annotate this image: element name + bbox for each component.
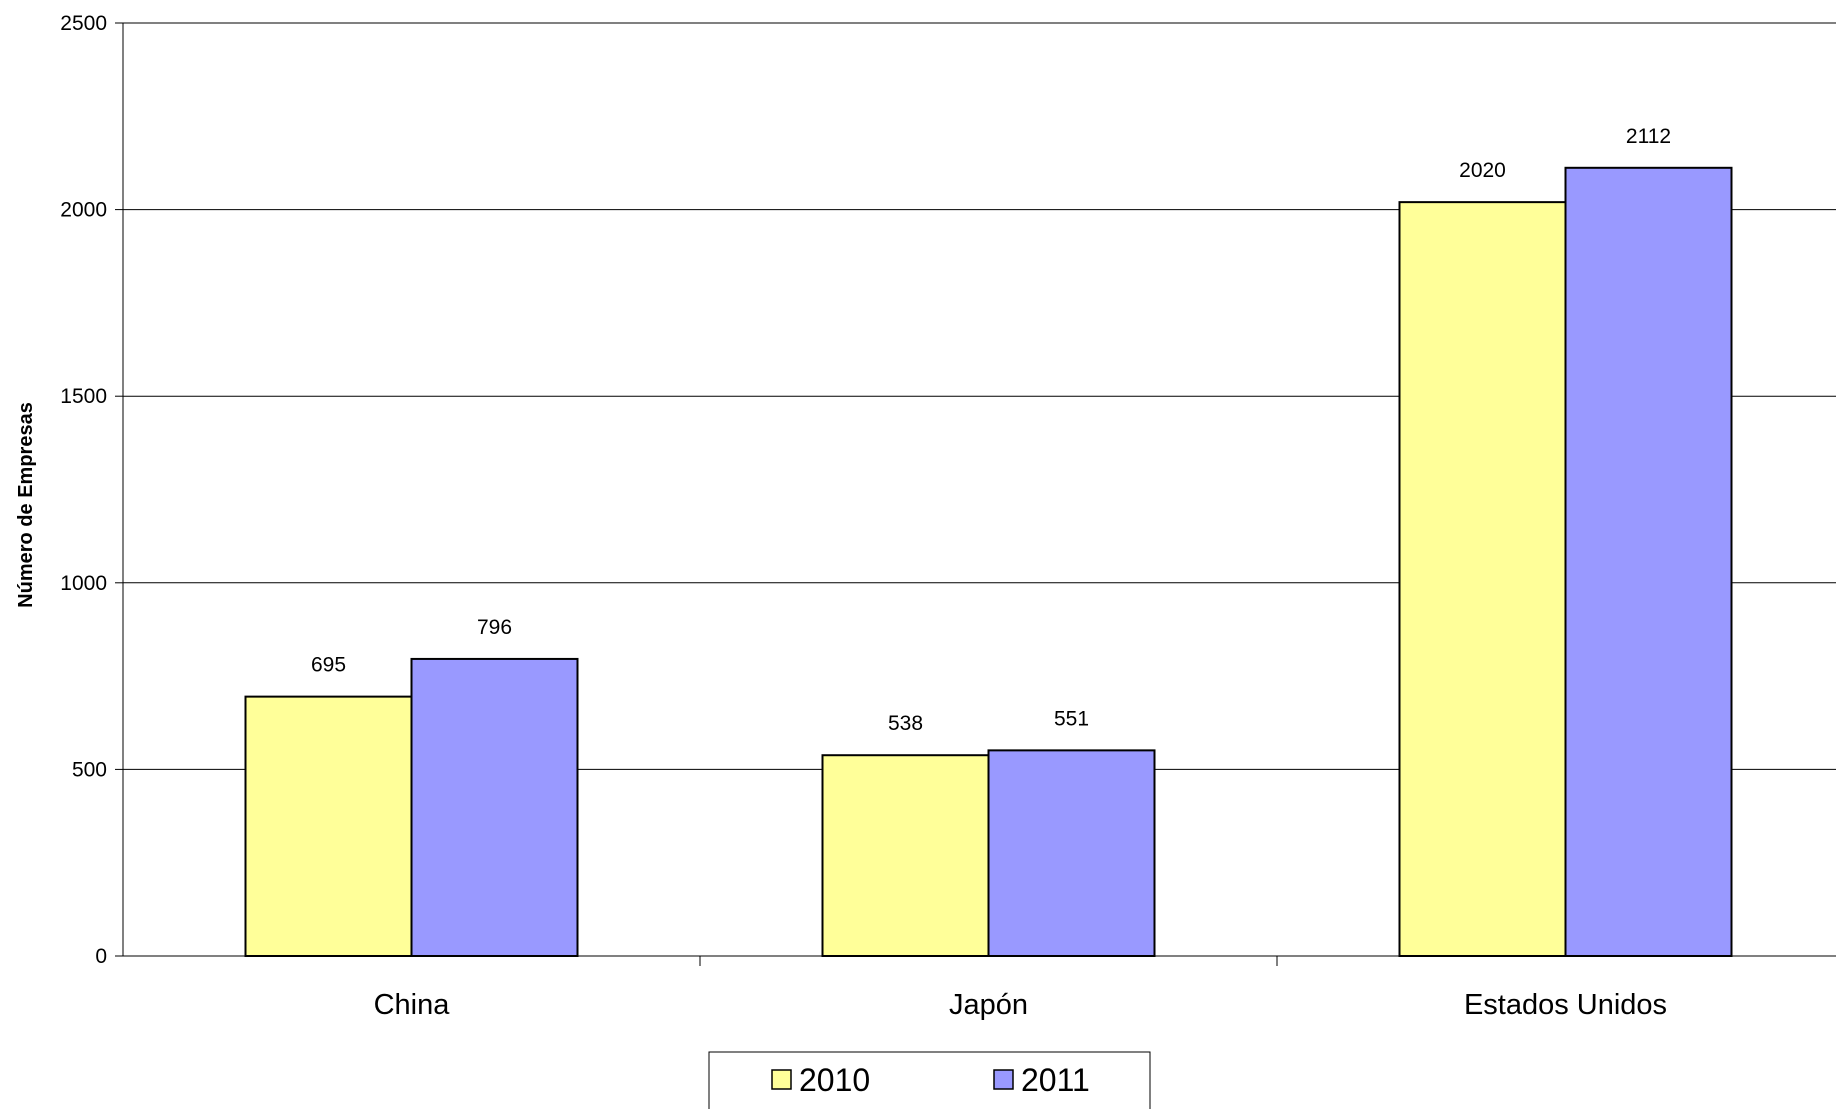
x-tick-label: Japón [949, 989, 1028, 1021]
y-tick-label: 2000 [60, 199, 107, 222]
data-label: 2112 [1626, 125, 1671, 148]
data-label: 695 [311, 654, 346, 677]
bar-2010-estados-unidos [1398, 201, 1567, 958]
y-tick-label: 0 [95, 945, 107, 968]
y-tick-label: 1500 [60, 385, 107, 408]
legend-swatch [993, 1069, 1014, 1090]
legend-label: 2011 [1021, 1062, 1090, 1098]
data-label: 551 [1054, 707, 1089, 730]
y-tick-label: 2500 [60, 12, 107, 35]
data-label: 538 [888, 712, 923, 735]
x-tick-label: Estados Unidos [1464, 989, 1667, 1021]
bar-2011-japón [987, 749, 1156, 958]
bar-2010-japón [821, 754, 990, 957]
bar-2011-estados-unidos [1564, 166, 1733, 958]
axes [115, 22, 1836, 966]
legend-label: 2010 [799, 1062, 870, 1098]
legend-swatch [771, 1069, 792, 1090]
y-tick-label: 1000 [60, 572, 107, 595]
bars [244, 166, 1733, 958]
bar-2010-china [244, 695, 413, 957]
x-tick-label: China [374, 989, 451, 1021]
data-label: 796 [477, 616, 512, 639]
y-axis-title: Número de Empresas [15, 402, 37, 608]
labels: 0 500 1000 1500 2000 2500 695 796 China 538 551 Jap… [60, 12, 1671, 1021]
y-tick-label: 500 [72, 758, 107, 781]
legend: 2010 2011 [708, 1051, 1151, 1114]
data-label: 2020 [1459, 159, 1506, 182]
bar-2011-china [410, 657, 579, 957]
